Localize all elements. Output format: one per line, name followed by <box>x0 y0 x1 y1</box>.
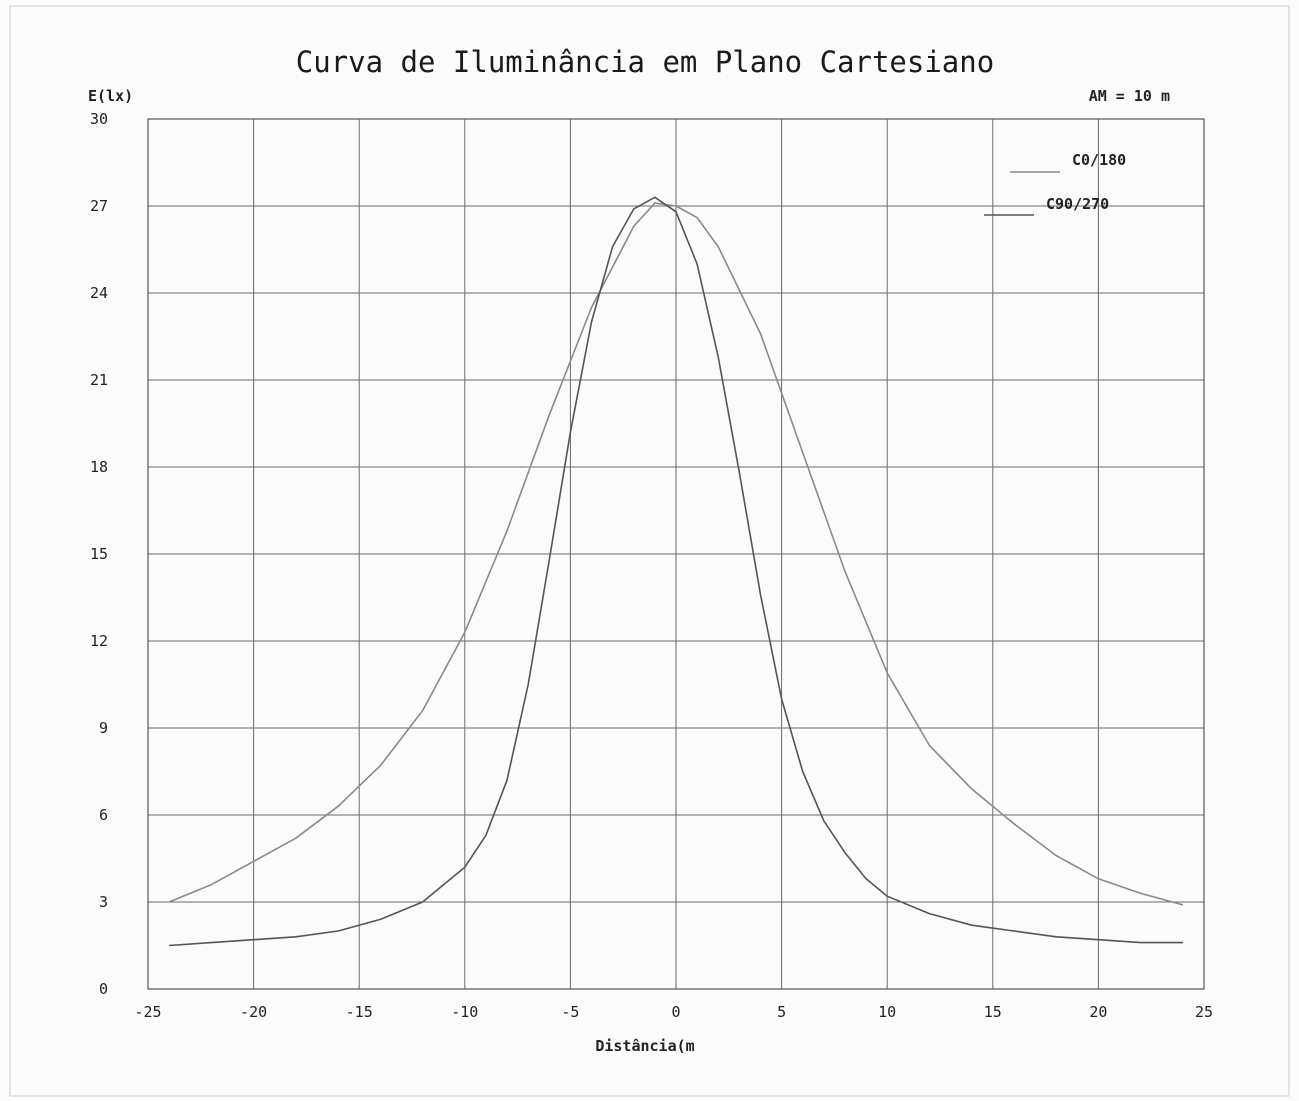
x-axis-label: Distância(m <box>595 1037 694 1055</box>
series-line-c90-270 <box>169 196 1183 947</box>
legend-label-c90-270: C90/270 <box>1046 195 1109 213</box>
chart-title: Curva de Iluminância em Plano Cartesiano <box>296 45 994 79</box>
x-tick-label: -5 <box>561 1003 579 1021</box>
series-lines <box>168 196 1184 947</box>
annotation-am: AM = 10 m <box>1089 87 1170 105</box>
x-tick-label: -25 <box>134 1003 161 1021</box>
y-tick-label: 15 <box>90 545 108 563</box>
x-tick-label: 25 <box>1195 1003 1213 1021</box>
y-tick-label: 27 <box>90 197 108 215</box>
legend-label-c0-180: C0/180 <box>1072 151 1126 169</box>
y-tick-label: 30 <box>90 110 108 128</box>
x-tick-label: -20 <box>240 1003 267 1021</box>
y-tick-label: 21 <box>90 371 108 389</box>
y-tick-label: 24 <box>90 284 108 302</box>
y-tick-label: 0 <box>99 980 108 998</box>
series-line-c0-180 <box>168 202 1184 906</box>
x-tick-label: 10 <box>878 1003 896 1021</box>
x-tick-labels: -25 -20 -15 -10 -5 0 5 10 15 20 25 <box>134 1003 1213 1021</box>
legend: C0/180 C90/270 <box>984 151 1126 216</box>
x-tick-label: 5 <box>777 1003 786 1021</box>
y-tick-label: 3 <box>99 893 108 911</box>
plot-frame <box>147 118 1205 990</box>
y-axis-label: E(lx) <box>88 87 133 105</box>
grid-lines <box>147 118 1205 990</box>
x-tick-label: 0 <box>671 1003 680 1021</box>
x-tick-label: -15 <box>346 1003 373 1021</box>
x-tick-label: 15 <box>984 1003 1002 1021</box>
y-tick-label: 6 <box>99 806 108 824</box>
x-tick-label: 20 <box>1089 1003 1107 1021</box>
y-tick-label: 9 <box>99 719 108 737</box>
y-tick-label: 18 <box>90 458 108 476</box>
y-tick-labels: 0 3 6 9 12 15 18 21 24 27 30 <box>90 110 108 998</box>
page-border <box>9 5 1290 1097</box>
x-tick-label: -10 <box>451 1003 478 1021</box>
y-tick-label: 12 <box>90 632 108 650</box>
